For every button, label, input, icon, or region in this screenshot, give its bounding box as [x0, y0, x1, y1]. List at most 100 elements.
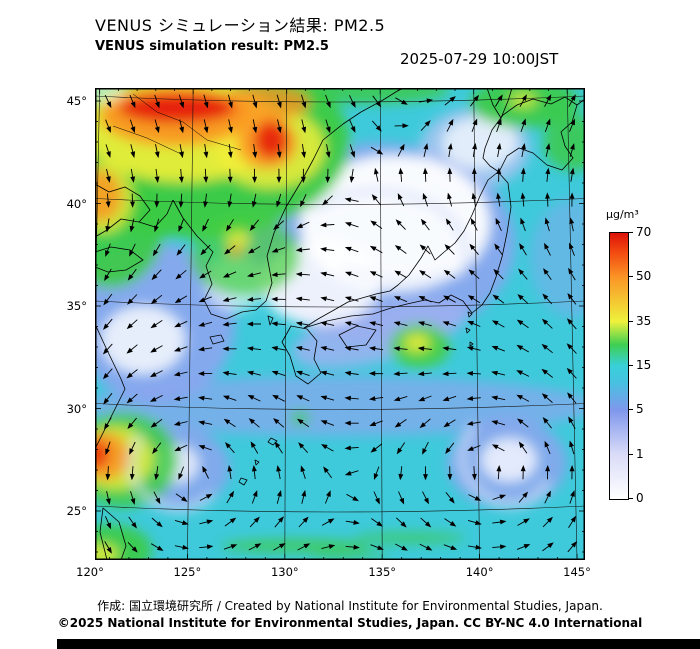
wind-arrow — [149, 370, 163, 378]
wind-arrow — [568, 267, 576, 281]
wind-arrow — [541, 318, 553, 329]
wind-arrow — [227, 94, 233, 109]
wind-arrow — [542, 417, 552, 429]
wind-arrow — [320, 321, 335, 327]
wind-arrow — [344, 470, 359, 476]
wind-arrow — [344, 197, 359, 203]
wind-arrow — [173, 421, 188, 426]
wind-arrow — [224, 442, 235, 454]
wind-arrow — [545, 464, 551, 480]
coastline-shikoku — [338, 325, 377, 348]
wind-arrow — [520, 217, 526, 232]
lon-tick-label: 145° — [563, 565, 591, 579]
wind-arrow — [152, 243, 161, 257]
wind-arrow — [368, 346, 384, 352]
wind-arrow — [247, 246, 261, 254]
wind-arrow — [271, 296, 286, 302]
wind-arrow — [423, 142, 429, 158]
wind-arrow — [320, 247, 335, 252]
wind-arrow — [346, 493, 360, 502]
wind-arrow — [369, 245, 383, 254]
wind-arrow — [276, 490, 282, 504]
wind-arrow — [517, 518, 530, 526]
wind-arrow — [178, 94, 185, 109]
wind-arrow — [199, 493, 213, 501]
wind-arrow — [370, 146, 384, 155]
wind-arrow — [127, 541, 138, 553]
wind-arrow — [398, 466, 404, 481]
wind-arrow — [447, 466, 453, 481]
wind-arrow — [154, 94, 160, 109]
coastline-ryukyu-islands — [238, 437, 278, 486]
lon-tick-label: 135° — [368, 565, 397, 579]
wind-arrow — [295, 346, 310, 351]
wind-arrow — [295, 321, 310, 327]
wind-arrow — [492, 544, 507, 550]
pm25-blob — [95, 544, 118, 560]
wind-arrow — [296, 370, 310, 377]
pm25-swirl — [458, 424, 551, 509]
wind-arrow — [398, 167, 404, 182]
wind-arrow — [544, 440, 551, 455]
wind-arrow — [248, 543, 262, 551]
wind-arrow — [569, 167, 575, 182]
wind-arrow — [491, 444, 505, 452]
wind-arrow — [179, 144, 184, 159]
colorbar-tick-label: 1 — [636, 446, 644, 461]
wind-arrow — [325, 94, 331, 109]
wind-arrow — [173, 396, 188, 401]
wind-arrow — [568, 515, 577, 528]
wind-arrow — [126, 319, 138, 330]
wind-arrow — [542, 516, 553, 528]
wind-arrow — [467, 321, 481, 327]
wind-arrow — [272, 394, 285, 402]
wind-arrow — [370, 544, 384, 550]
lat-tick-label: 35° — [66, 299, 87, 313]
wind-arrow — [520, 464, 526, 480]
wind-arrow — [273, 220, 285, 231]
wind-arrow — [496, 118, 502, 133]
coastline-taiwan — [99, 507, 127, 560]
longitude-gridline — [95, 88, 100, 331]
wind-arrow — [344, 420, 359, 426]
lon-tick-label: 120° — [76, 565, 104, 579]
wind-arrow — [175, 269, 187, 280]
wind-arrow — [419, 244, 431, 255]
wind-arrow — [252, 119, 258, 134]
wind-arrow — [320, 370, 335, 376]
wind-arrow — [566, 318, 577, 330]
pm25-blob — [481, 438, 537, 482]
wind-arrow — [321, 518, 335, 526]
lon-tick-label: 140° — [465, 565, 494, 579]
coastline-china-bohai — [95, 183, 151, 238]
wind-arrow — [567, 293, 577, 305]
wind-arrow — [569, 490, 575, 504]
wind-arrow — [105, 441, 111, 456]
wind-arrow — [467, 519, 482, 526]
wind-arrow — [224, 245, 236, 255]
wind-arrow — [246, 346, 262, 351]
wind-arrow — [396, 442, 406, 455]
wind-arrow — [298, 442, 309, 454]
latitude-gridline — [95, 198, 585, 205]
wind-arrow — [518, 268, 528, 280]
wind-arrow — [247, 394, 261, 402]
wind-arrow — [371, 518, 383, 527]
wind-arrow — [517, 418, 529, 428]
wind-arrow — [443, 295, 456, 303]
wind-arrow — [276, 119, 282, 134]
wind-arrow — [443, 419, 456, 428]
pm25-blob — [227, 245, 243, 257]
wind-arrow — [276, 465, 282, 480]
wind-arrow — [227, 193, 233, 208]
wind-arrow — [467, 295, 481, 304]
colorbar-unit-label: μg/m³ — [606, 208, 639, 221]
wind-arrow — [420, 218, 430, 231]
latitude-gridline — [95, 403, 585, 410]
wind-arrow — [321, 544, 336, 550]
wind-arrow — [200, 244, 211, 256]
wind-arrow — [418, 395, 432, 402]
coastline-yalu-coast — [138, 199, 174, 228]
wind-arrow — [417, 371, 432, 377]
wind-arrow — [344, 296, 359, 302]
